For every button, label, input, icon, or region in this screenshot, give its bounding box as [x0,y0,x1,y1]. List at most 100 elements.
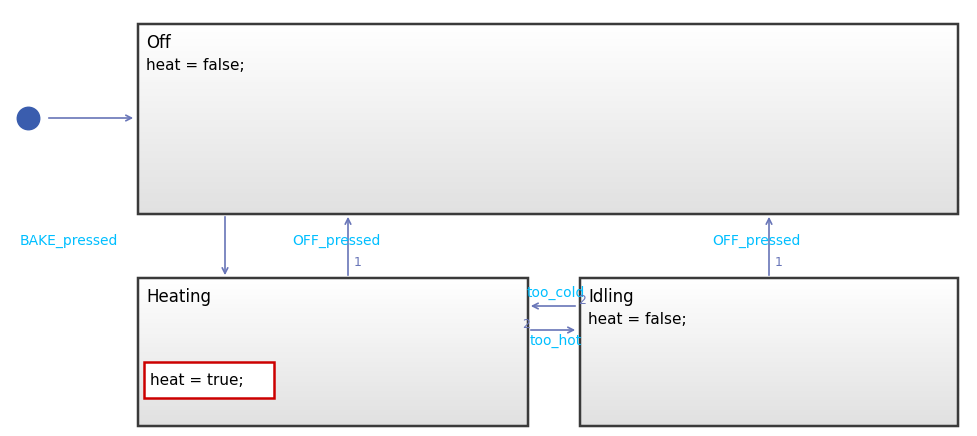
Bar [579,292,957,295]
Bar [579,338,957,341]
Bar [138,166,957,169]
Bar [138,33,957,36]
Bar [138,387,528,389]
Bar [579,378,957,380]
Bar [138,161,957,164]
Bar [138,357,528,359]
Bar [138,409,528,411]
Bar [138,145,957,147]
Bar [138,76,957,78]
Bar [138,407,528,409]
Bar [138,390,528,393]
Bar [138,296,528,298]
Bar [579,311,957,313]
Bar [138,388,528,391]
Bar [138,355,528,358]
Bar [579,313,957,315]
Bar [138,402,528,404]
Bar [579,298,957,300]
Bar [138,344,528,347]
Bar [138,187,957,190]
Bar [138,314,528,317]
Text: too_cold: too_cold [527,286,585,300]
Bar [138,35,957,38]
Bar [138,281,528,283]
Bar [138,381,528,383]
Bar [138,331,528,334]
Bar [579,409,957,411]
Bar [138,363,528,365]
Bar [138,383,528,385]
Bar [138,378,528,380]
Bar [138,359,528,361]
Bar [579,331,957,334]
Bar [138,379,528,382]
Bar [138,412,528,415]
Text: too_hot: too_hot [530,334,581,348]
Bar [579,387,957,389]
Text: heat = false;: heat = false; [146,58,244,73]
Bar [138,73,957,76]
Bar [579,289,957,291]
Bar [138,64,957,67]
FancyBboxPatch shape [144,362,274,398]
Bar [138,54,957,57]
Bar [579,388,957,391]
Bar [138,147,957,150]
Bar [579,375,957,378]
Bar [138,123,957,126]
Bar [138,180,957,183]
Bar [138,348,528,350]
Bar [579,353,957,356]
Bar [579,412,957,415]
Bar [138,385,528,387]
Bar [138,422,528,424]
Bar [579,398,957,400]
Bar [138,287,528,289]
Bar [579,309,957,311]
Bar [138,414,528,417]
Bar [138,90,957,93]
Text: OFF_pressed: OFF_pressed [711,234,799,248]
Bar [138,183,957,185]
Bar [138,111,957,114]
Bar [138,309,528,311]
Bar [138,277,528,280]
Bar [138,164,957,167]
Bar [579,396,957,398]
Bar [579,348,957,350]
Bar [138,119,957,121]
Bar [579,317,957,319]
Text: 2: 2 [522,317,530,330]
Bar [138,173,957,176]
Bar [579,411,957,413]
Bar [138,126,957,129]
Bar [138,178,957,181]
Bar [138,168,957,171]
Bar [579,294,957,296]
Bar [138,104,957,107]
Text: BAKE_pressed: BAKE_pressed [20,234,118,248]
Bar [579,290,957,293]
Bar [579,416,957,419]
Bar [579,405,957,408]
Bar [138,302,528,304]
Bar [579,287,957,289]
Bar [138,326,528,328]
Bar [579,403,957,405]
Bar [138,368,528,371]
Bar [138,154,957,157]
Bar [138,171,957,174]
Bar [138,311,528,313]
Bar [138,396,528,398]
Bar [579,359,957,361]
Bar [138,290,528,293]
Bar [138,324,528,326]
Bar [138,289,528,291]
Bar [579,351,957,354]
Bar [138,81,957,83]
Bar [138,335,528,337]
Bar [138,78,957,81]
Bar [138,190,957,193]
Bar [138,116,957,119]
